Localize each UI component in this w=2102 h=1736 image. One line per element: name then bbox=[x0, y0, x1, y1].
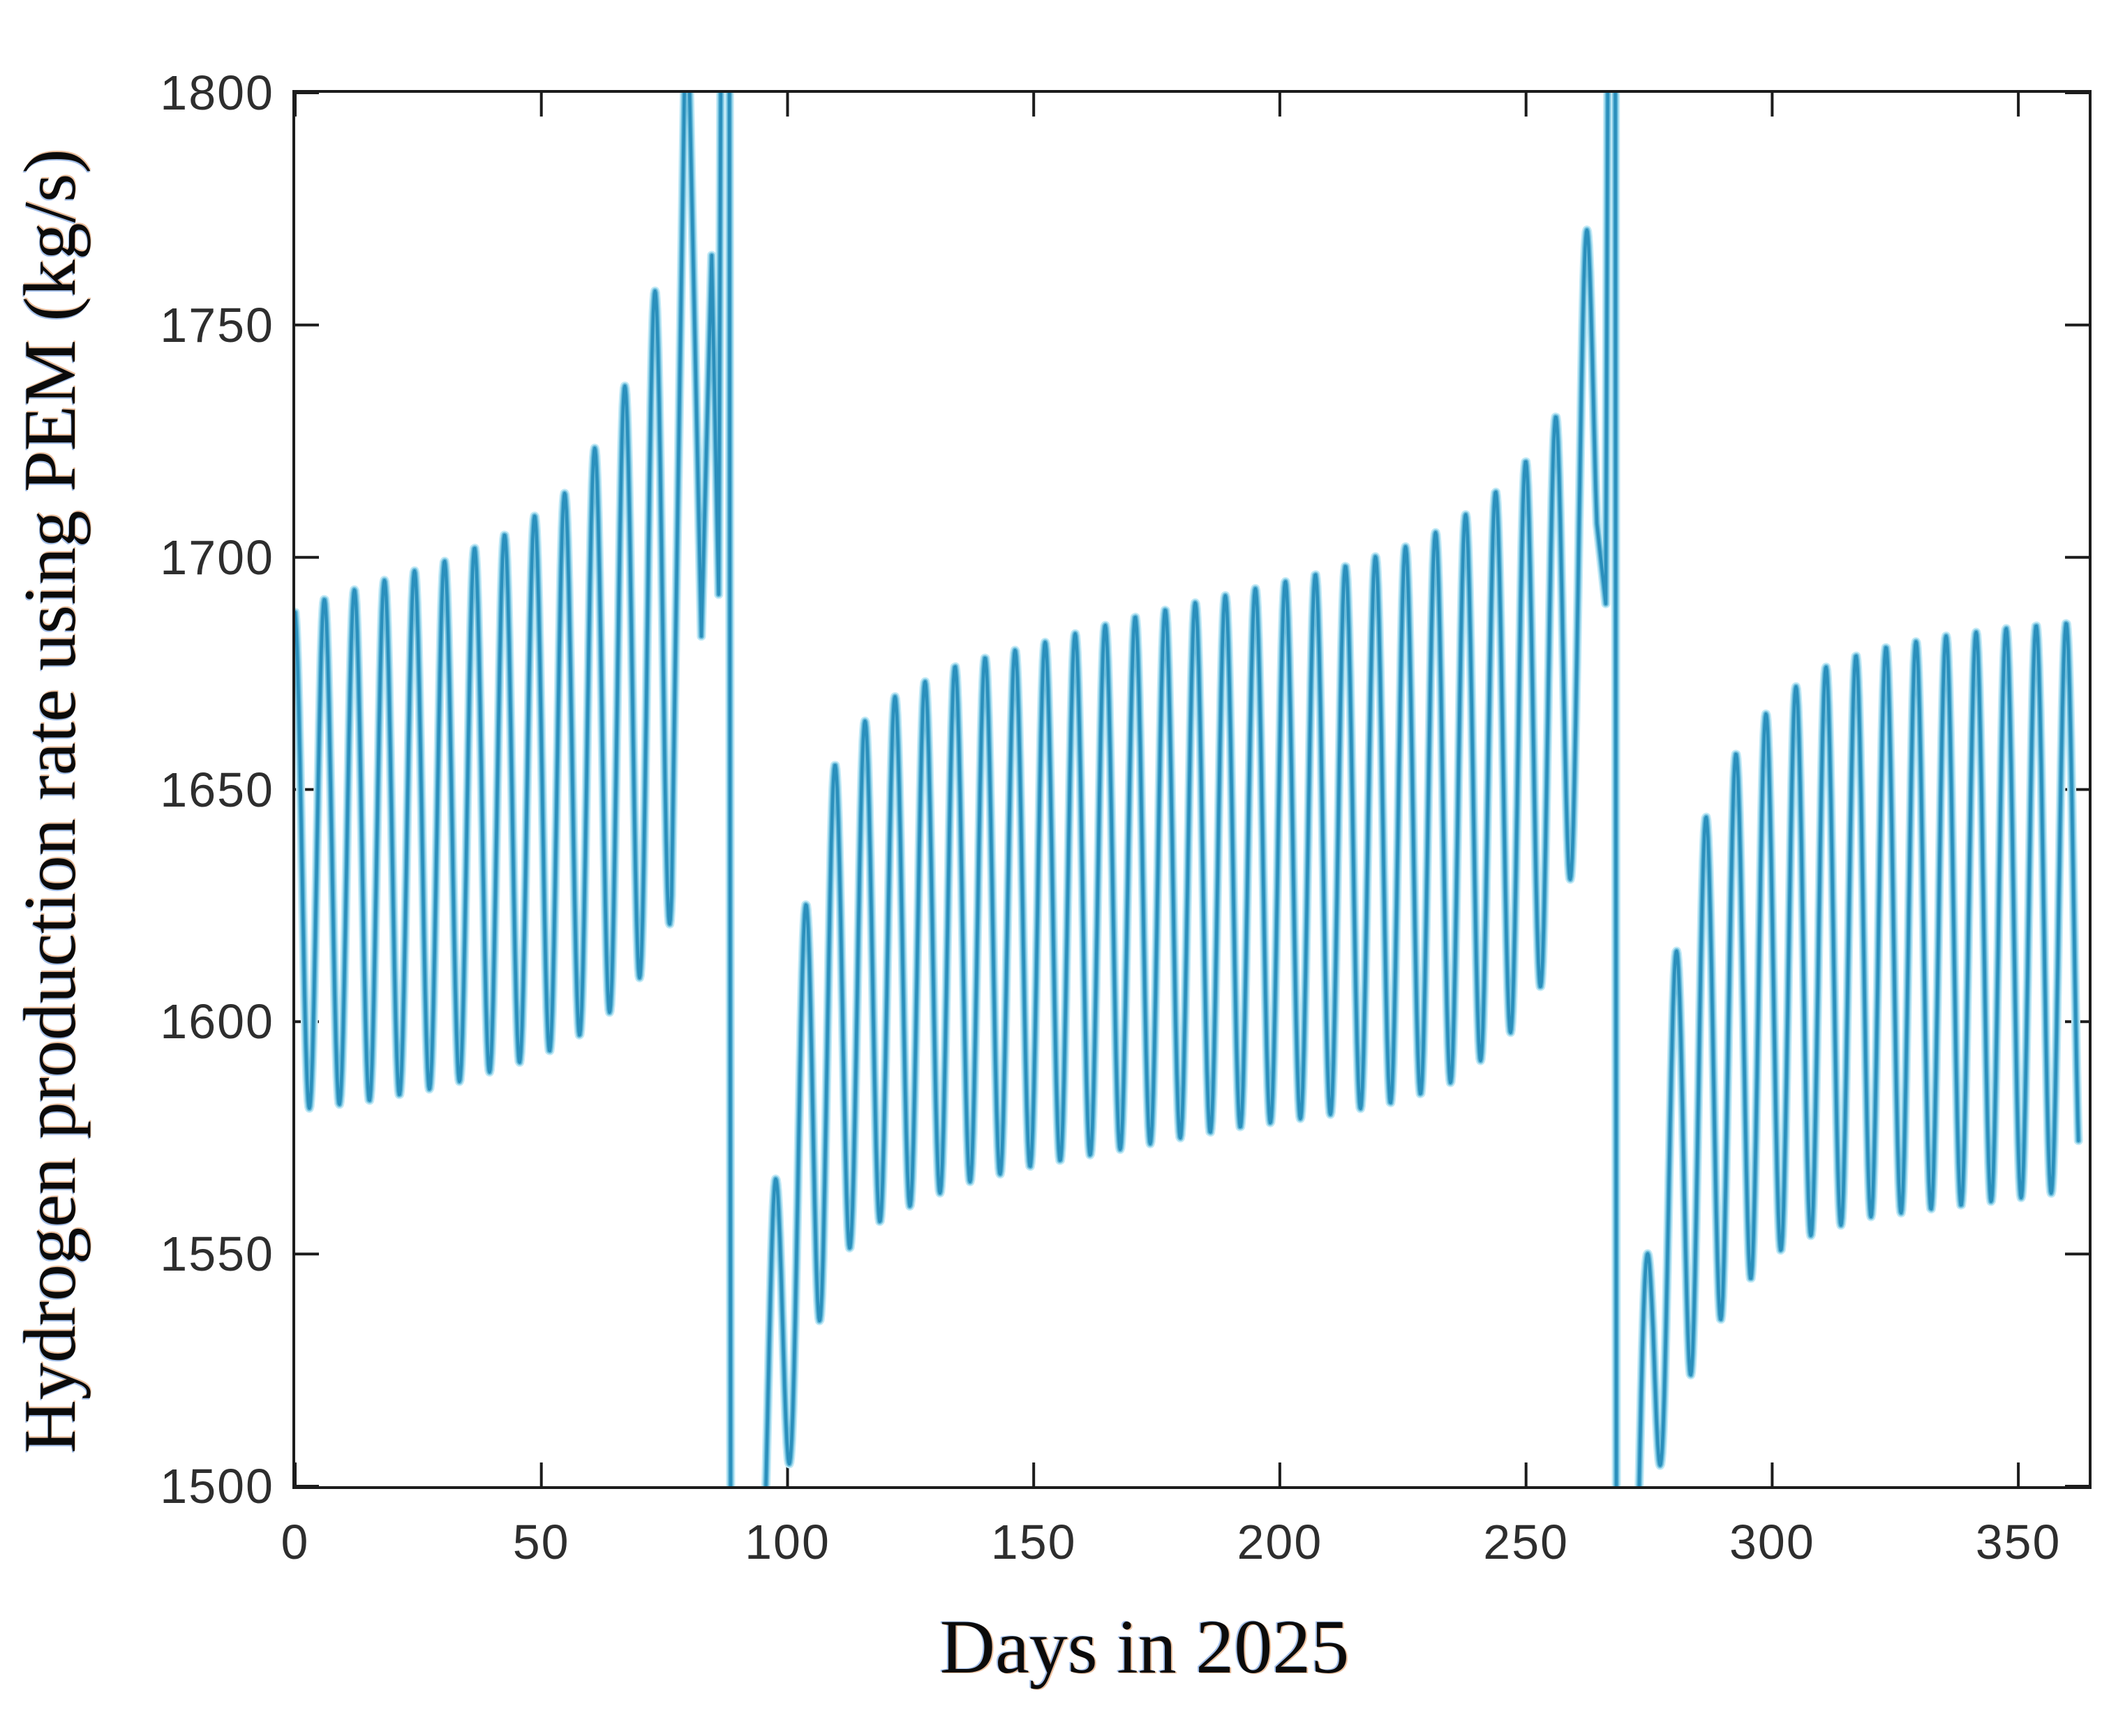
series-core-oct-dec bbox=[1637, 622, 2080, 1486]
series-core-jan-mar bbox=[295, 93, 733, 1486]
hydrogen-production-series bbox=[295, 93, 2083, 1486]
y-tick-label: 1500 bbox=[160, 1459, 274, 1513]
x-tick-label: 100 bbox=[745, 1515, 830, 1569]
x-tick-label: 250 bbox=[1483, 1515, 1570, 1569]
plot-svg bbox=[295, 93, 2089, 1486]
x-tick-label: 50 bbox=[512, 1515, 570, 1569]
series-mid-apr-sep bbox=[763, 93, 1620, 1486]
series-core-apr-sep bbox=[764, 93, 1618, 1486]
y-tick-label: 1650 bbox=[160, 762, 274, 817]
x-tick-label: 0 bbox=[281, 1515, 310, 1569]
x-tick-label: 350 bbox=[1975, 1515, 2062, 1569]
x-axis-title: Days in 2025 bbox=[939, 1604, 1350, 1689]
y-tick-label: 1800 bbox=[160, 66, 274, 120]
y-axis-title: Hydrogen production rate using PEM (kg/s… bbox=[9, 149, 91, 1453]
y-tick-label: 1700 bbox=[160, 530, 274, 585]
y-tick-label: 1750 bbox=[160, 297, 274, 352]
x-tick-label: 150 bbox=[990, 1515, 1077, 1569]
y-tick-label: 1600 bbox=[160, 994, 274, 1049]
x-tick-label: 200 bbox=[1237, 1515, 1323, 1569]
y-tick-label: 1550 bbox=[160, 1227, 274, 1282]
x-tick-label: 300 bbox=[1729, 1515, 1815, 1569]
